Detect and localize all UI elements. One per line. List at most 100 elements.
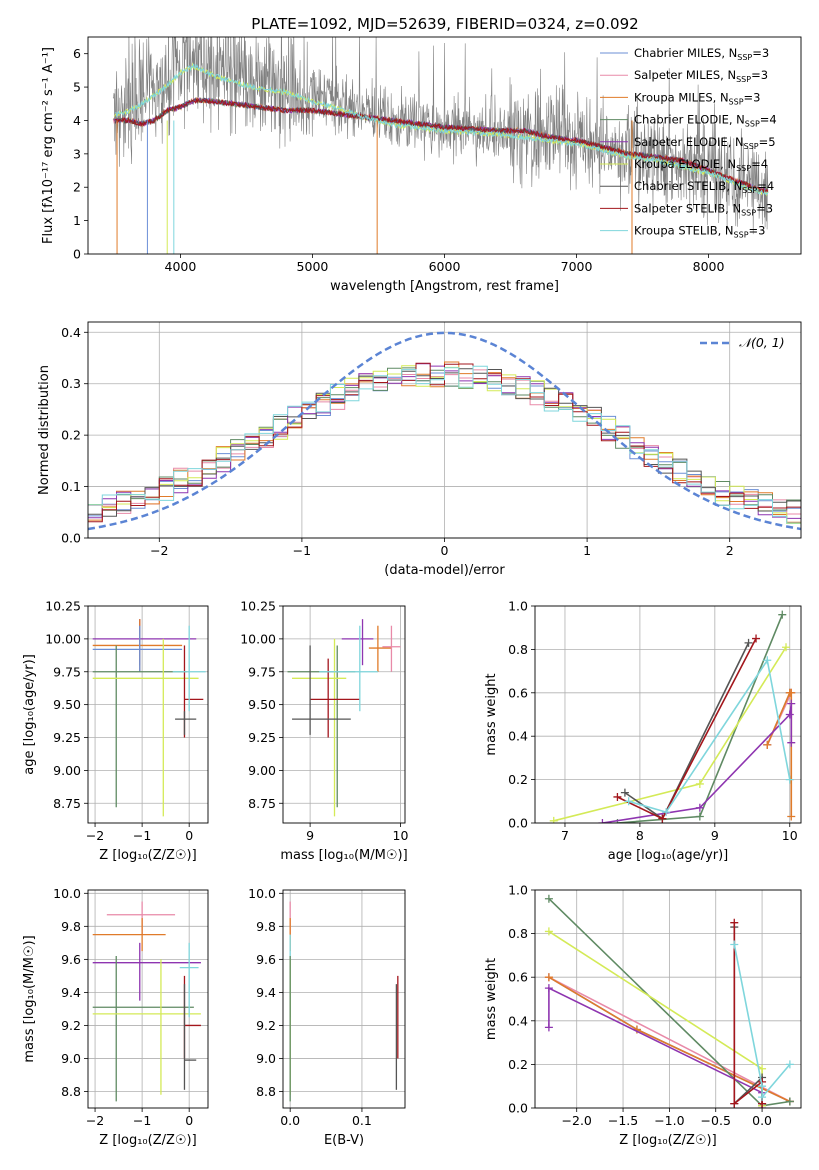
plot-area	[549, 610, 796, 823]
mass-weight-marker	[624, 797, 633, 806]
mass-weight-marker	[787, 738, 796, 747]
y-tick-label: 8.75	[248, 796, 276, 811]
mass-weight-marker	[758, 1082, 767, 1091]
y-tick-label: 10.00	[45, 631, 81, 646]
legend-subscript: SSP	[744, 142, 759, 151]
mass-weight-marker	[620, 788, 629, 797]
x-tick-label: −0.5	[701, 1113, 731, 1128]
y-tick-label: 9.4	[61, 985, 81, 1000]
legend-value: =3	[749, 224, 766, 238]
axes-massweight_vs_Z: −2.0 −1.5 −1.0 −0.5 0.0 0.0 0.2 0.4 0.6 0.8 1.0 Z […	[484, 883, 802, 1148]
axes-mass_vs_Z: −2 −1 0 8.8 9.0 9.2 9.4 9.6 9.8 10.0 Z [log₁₀(Z/Z☉…	[22, 886, 209, 1148]
mass-weight-marker	[544, 973, 553, 982]
y-axis-label: Flux [fλ10⁻¹⁷ erg cm⁻² s⁻¹ A⁻¹]	[41, 47, 56, 244]
x-tick-label: 1	[583, 543, 591, 558]
figure-title: PLATE=1092, MJD=52639, FIBERID=0324, z=0…	[251, 15, 638, 33]
y-tick-label: 0.0	[61, 531, 81, 546]
mass-weight-line	[617, 614, 784, 823]
mass-weight-marker	[758, 1093, 767, 1102]
mass-weight-marker	[730, 1099, 739, 1108]
mass-weight-line	[553, 646, 787, 822]
legend-value: =3	[752, 46, 769, 60]
y-tick-label: 3	[73, 146, 81, 161]
legend-subscript: SSP	[745, 120, 760, 129]
x-tick-label: 0	[185, 828, 193, 843]
x-tick-label: 10	[393, 828, 409, 843]
x-tick-label: 0	[441, 543, 449, 558]
y-tick-label: 9.00	[53, 763, 81, 778]
legend-entry: Kroupa MILES, NSSP=3	[634, 90, 760, 106]
mass-weight-marker	[613, 792, 622, 801]
y-tick-label: 9.25	[53, 730, 81, 745]
y-tick-label: 0.2	[508, 1057, 528, 1072]
y-tick-label: 0.1	[61, 479, 81, 494]
x-axis-label: Z [log₁₀(Z/Z☉)]	[619, 1133, 716, 1148]
y-tick-label: 9.6	[61, 952, 81, 967]
y-tick-label: 0.2	[61, 428, 81, 443]
y-axis-label: mass weight	[484, 958, 499, 1040]
y-tick-label: 10.25	[240, 599, 276, 614]
mass-weight-marker	[778, 610, 787, 619]
axes-frame	[282, 889, 406, 1109]
normal-curve	[88, 331, 801, 531]
y-tick-label: 0.6	[508, 970, 528, 985]
y-tick-label: 10.25	[45, 599, 81, 614]
y-tick-label: 9.4	[256, 985, 276, 1000]
x-tick-label: 9	[306, 828, 314, 843]
plot-area	[92, 619, 206, 817]
x-tick-label: −2	[150, 543, 168, 558]
y-tick-label: 2	[73, 180, 81, 195]
legend-value: =4	[757, 179, 774, 193]
axes-mass_vs_ebv: 0.0 0.1 8.8 9.0 9.2 9.4 9.6 9.8 10.0 E(B-V)	[248, 886, 406, 1148]
legend-entry: 𝒩(0, 1)	[739, 335, 785, 350]
legend-subscript: SSP	[729, 97, 744, 106]
plot-area	[112, 37, 769, 254]
x-axis-label: age [log₁₀(age/yr)]	[608, 848, 729, 863]
y-tick-label: 1	[73, 213, 81, 228]
legend-entry: Salpeter STELIB, NSSP=3	[634, 201, 773, 217]
legend-value: =4	[760, 113, 777, 127]
legend-value: =5	[759, 135, 776, 149]
mass-weight-marker	[544, 984, 553, 993]
x-axis-label: mass [log₁₀(M/M☉)]	[280, 848, 407, 863]
y-axis-label: mass weight	[484, 673, 499, 755]
axes-age_vs_mass: 9 10 8.75 9.00 9.25 9.50 9.75 10.00 10.25 mass [l…	[240, 599, 408, 864]
legend-entry: Chabrier ELODIE, NSSP=4	[634, 113, 777, 129]
axes-frame	[534, 889, 802, 1109]
plot-area	[88, 331, 801, 531]
y-tick-label: 0.6	[508, 685, 528, 700]
axes-spectrum: 4000 5000 6000 7000 8000 0 1 2 3 4 5 6 wavelength [A…	[41, 36, 802, 294]
legend-subscript: SSP	[741, 208, 756, 217]
y-tick-label: 0.0	[508, 1101, 528, 1116]
x-tick-label: −1	[293, 543, 311, 558]
x-tick-label: −2	[86, 828, 104, 843]
x-tick-label: 2	[726, 543, 734, 558]
y-tick-label: 4	[73, 113, 81, 128]
x-tick-label: 6000	[429, 259, 461, 274]
y-tick-label: 0.0	[508, 816, 528, 831]
axes-frame	[534, 605, 802, 824]
y-tick-label: 0.4	[61, 325, 81, 340]
mass-weight-marker	[598, 819, 607, 823]
axes-frame	[87, 605, 209, 824]
mass-weight-marker	[695, 812, 704, 821]
x-tick-label: 10	[782, 828, 798, 843]
axes-residuals: −2 −1 0 1 2 0.0 0.1 0.2 0.3 0.4 (data-model)/error…	[37, 321, 802, 578]
model-spectrum-line	[115, 63, 769, 196]
mass-weight-line	[548, 976, 791, 1103]
y-tick-label: 9.0	[61, 1051, 81, 1066]
plot-area	[289, 901, 399, 1102]
x-tick-label: 4000	[165, 259, 197, 274]
mass-weight-marker	[763, 656, 772, 665]
mass-weight-marker	[544, 1023, 553, 1032]
mass-weight-line	[624, 642, 750, 820]
legend-value: =3	[756, 201, 773, 215]
mass-weight-marker	[544, 894, 553, 903]
mass-weight-marker	[752, 634, 761, 643]
x-tick-label: 0.1	[352, 1113, 372, 1128]
y-axis-label: mass [log₁₀(M/M☉)]	[22, 935, 37, 1062]
y-tick-label: 8.75	[53, 796, 81, 811]
x-axis-label: (data-model)/error	[384, 563, 505, 578]
plot-area	[287, 619, 401, 817]
axes-frame	[87, 889, 209, 1109]
